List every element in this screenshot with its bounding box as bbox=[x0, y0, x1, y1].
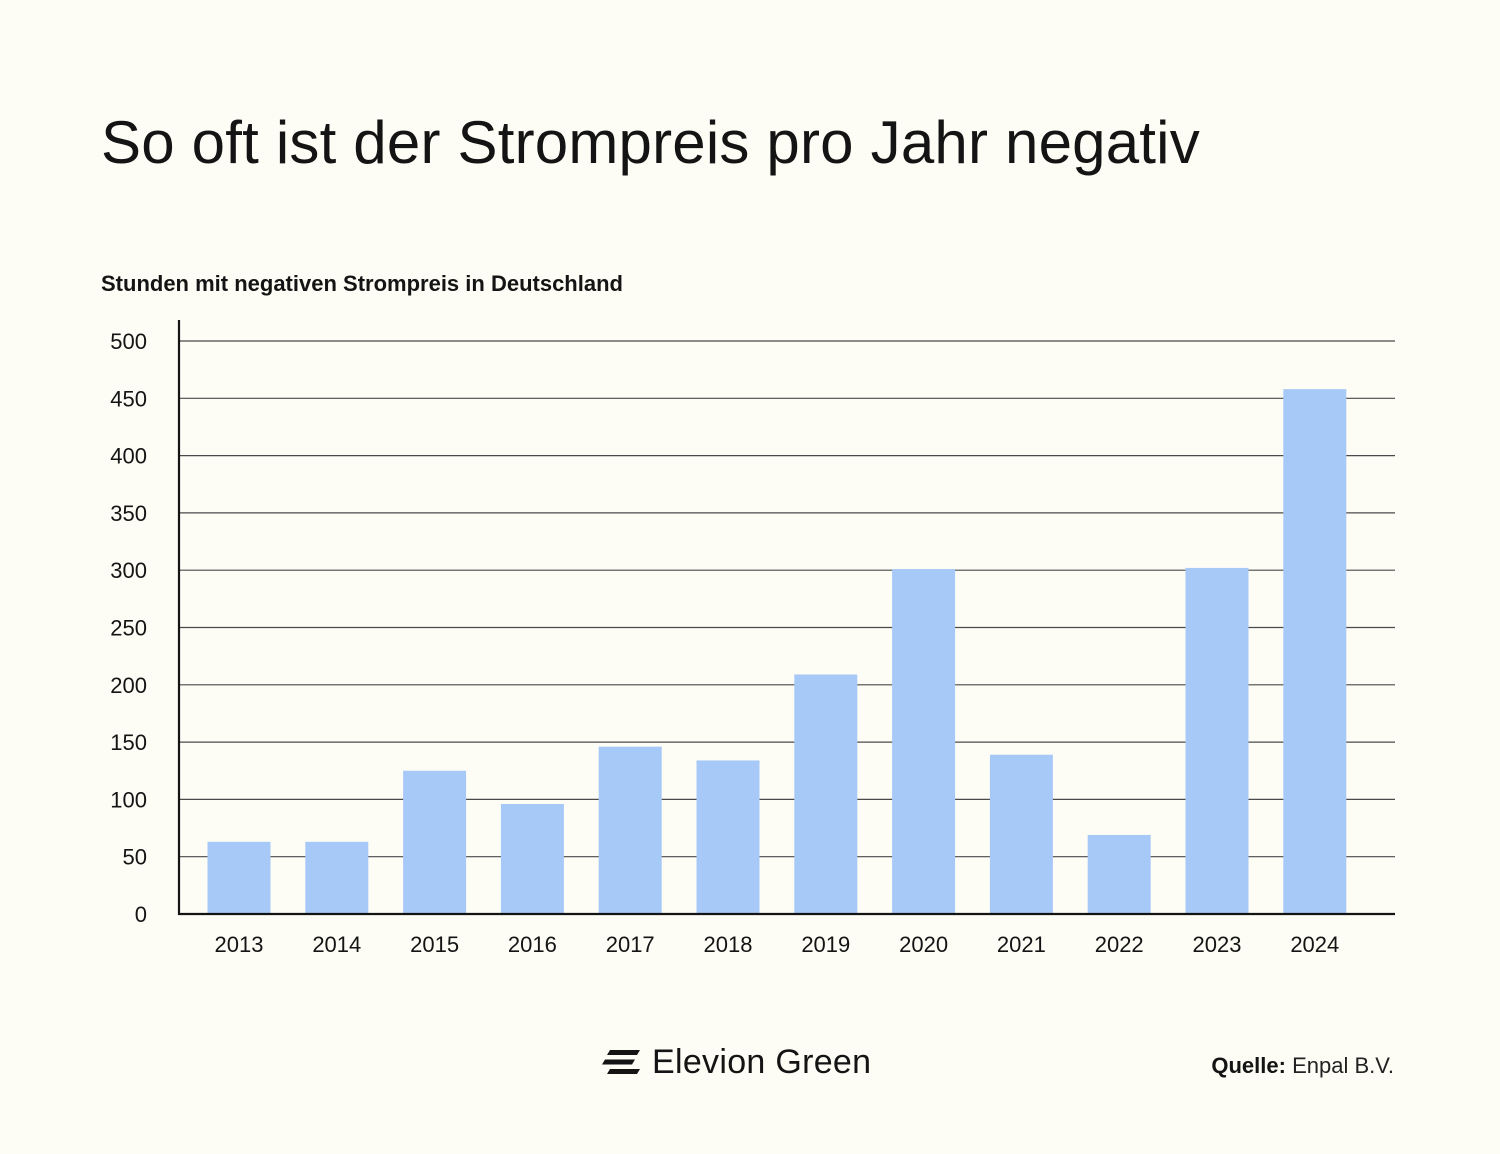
source-label: Quelle: bbox=[1211, 1053, 1286, 1078]
y-tick-label-200: 200 bbox=[110, 673, 147, 698]
y-tick-label-450: 450 bbox=[110, 386, 147, 411]
x-tick-label-2023: 2023 bbox=[1193, 932, 1242, 957]
bar-2018 bbox=[696, 760, 760, 914]
y-tick-label-350: 350 bbox=[110, 501, 147, 526]
y-tick-label-100: 100 bbox=[110, 787, 147, 812]
x-tick-label-2024: 2024 bbox=[1290, 932, 1339, 957]
elevion-logo-icon bbox=[602, 1050, 640, 1074]
y-tick-label-150: 150 bbox=[110, 730, 147, 755]
y-tick-label-250: 250 bbox=[110, 616, 147, 641]
x-tick-label-2014: 2014 bbox=[312, 932, 361, 957]
axes bbox=[177, 320, 1395, 916]
x-tick-label-2018: 2018 bbox=[704, 932, 753, 957]
x-tick-label-2016: 2016 bbox=[508, 932, 557, 957]
source-note: Quelle: Enpal B.V. bbox=[1211, 1053, 1394, 1079]
bar-2024 bbox=[1283, 389, 1347, 915]
bar-2014 bbox=[305, 841, 369, 914]
x-tick-label-2021: 2021 bbox=[997, 932, 1046, 957]
bars bbox=[207, 389, 1347, 915]
x-tick-label-2015: 2015 bbox=[410, 932, 459, 957]
x-tick-label-2013: 2013 bbox=[215, 932, 264, 957]
bar-2016 bbox=[500, 803, 564, 914]
bar-2021 bbox=[989, 754, 1053, 914]
source-value: Enpal B.V. bbox=[1285, 1053, 1394, 1078]
y-tick-label-400: 400 bbox=[110, 444, 147, 469]
brand-name: Elevion Green bbox=[652, 1042, 872, 1081]
x-tick-label-2020: 2020 bbox=[899, 932, 948, 957]
brand-logo: Elevion Green bbox=[600, 1040, 871, 1084]
bar-2019 bbox=[794, 674, 858, 914]
y-tick-label-0: 0 bbox=[135, 902, 147, 927]
x-tick-labels: 2013 2014 2015 2016 2017 2018 2019 2020 2021 2022… bbox=[215, 932, 1340, 957]
bar-2013 bbox=[207, 841, 271, 914]
bar-2017 bbox=[598, 746, 662, 914]
y-tick-label-500: 500 bbox=[110, 329, 147, 354]
y-tick-label-50: 50 bbox=[123, 845, 147, 870]
bar-2015 bbox=[403, 770, 467, 914]
bar-2022 bbox=[1087, 834, 1151, 914]
bar-2023 bbox=[1185, 567, 1249, 914]
chart-subtitle: Stunden mit negativen Strompreis in Deut… bbox=[101, 271, 623, 296]
bar-2020 bbox=[892, 569, 956, 914]
y-tick-label-300: 300 bbox=[110, 558, 147, 583]
y-tick-labels: 0 50 100 150 200 250 300 350 400 450 500 bbox=[110, 329, 147, 927]
x-tick-label-2017: 2017 bbox=[606, 932, 655, 957]
x-tick-label-2019: 2019 bbox=[801, 932, 850, 957]
chart-title: So oft ist der Strompreis pro Jahr negat… bbox=[101, 109, 1200, 176]
x-tick-label-2022: 2022 bbox=[1095, 932, 1144, 957]
